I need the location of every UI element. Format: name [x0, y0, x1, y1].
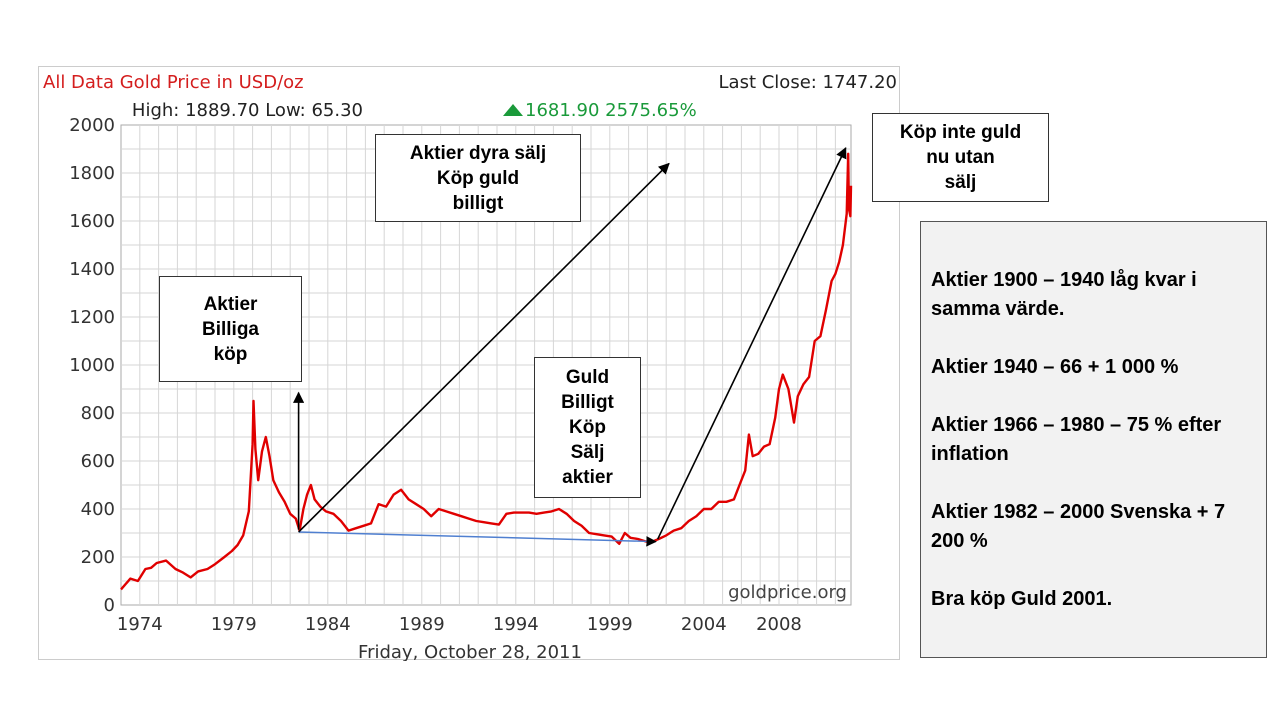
info-line-1: Aktier 1900 – 1940 låg kvar i samma värd… — [931, 269, 1197, 320]
x-tick-label: 1999 — [587, 614, 633, 635]
up-triangle-icon — [503, 104, 523, 116]
last-close: Last Close: 1747.20 — [719, 72, 897, 93]
y-tick-label: 800 — [81, 403, 115, 424]
info-panel: Aktier 1900 – 1940 låg kvar i samma värd… — [920, 221, 1267, 658]
y-tick-label: 1000 — [69, 355, 115, 376]
callout-aktier-dyra: Aktier dyra sälj Köp guld billigt — [375, 134, 581, 222]
y-tick-label: 1600 — [69, 211, 115, 232]
y-tick-label: 400 — [81, 499, 115, 520]
info-line-5: Bra köp Guld 2001. — [931, 588, 1113, 610]
y-tick-label: 2000 — [69, 115, 115, 136]
info-line-4: Aktier 1982 – 2000 Svenska + 7 200 % — [931, 501, 1226, 552]
y-tick-label: 600 — [81, 451, 115, 472]
x-tick-label: 2004 — [681, 614, 727, 635]
x-tick-label: 1994 — [493, 614, 539, 635]
chart-title: All Data Gold Price in USD/oz — [43, 72, 304, 93]
callout-kop-inte-guld: Köp inte guld nu utan sälj — [872, 113, 1049, 202]
info-line-3: Aktier 1966 – 1980 – 75 % efter inflatio… — [931, 414, 1222, 465]
y-tick-label: 1400 — [69, 259, 115, 280]
callout-guld-billigt: Guld Billigt Köp Sälj aktier — [534, 357, 641, 498]
high-low-stats: High: 1889.70 Low: 65.30 — [132, 100, 363, 121]
x-tick-label: 1984 — [305, 614, 351, 635]
x-tick-label: 1979 — [211, 614, 257, 635]
y-tick-label: 200 — [81, 547, 115, 568]
x-tick-label: 2008 — [756, 614, 802, 635]
y-tick-label: 1200 — [69, 307, 115, 328]
date-label: Friday, October 28, 2011 — [358, 642, 582, 661]
change-stats: 1681.90 2575.65% — [525, 100, 697, 121]
x-tick-label: 1974 — [117, 614, 163, 635]
y-tick-label: 0 — [104, 595, 115, 616]
y-tick-label: 1800 — [69, 163, 115, 184]
callout-aktier-billiga: Aktier Billiga köp — [159, 276, 302, 382]
watermark: goldprice.org — [728, 582, 847, 603]
info-line-2: Aktier 1940 – 66 + 1 000 % — [931, 356, 1179, 378]
x-tick-label: 1989 — [399, 614, 445, 635]
axes: 0 200 400 600 800 1000 1200 1400 1600 1800 2000 197… — [69, 115, 802, 635]
